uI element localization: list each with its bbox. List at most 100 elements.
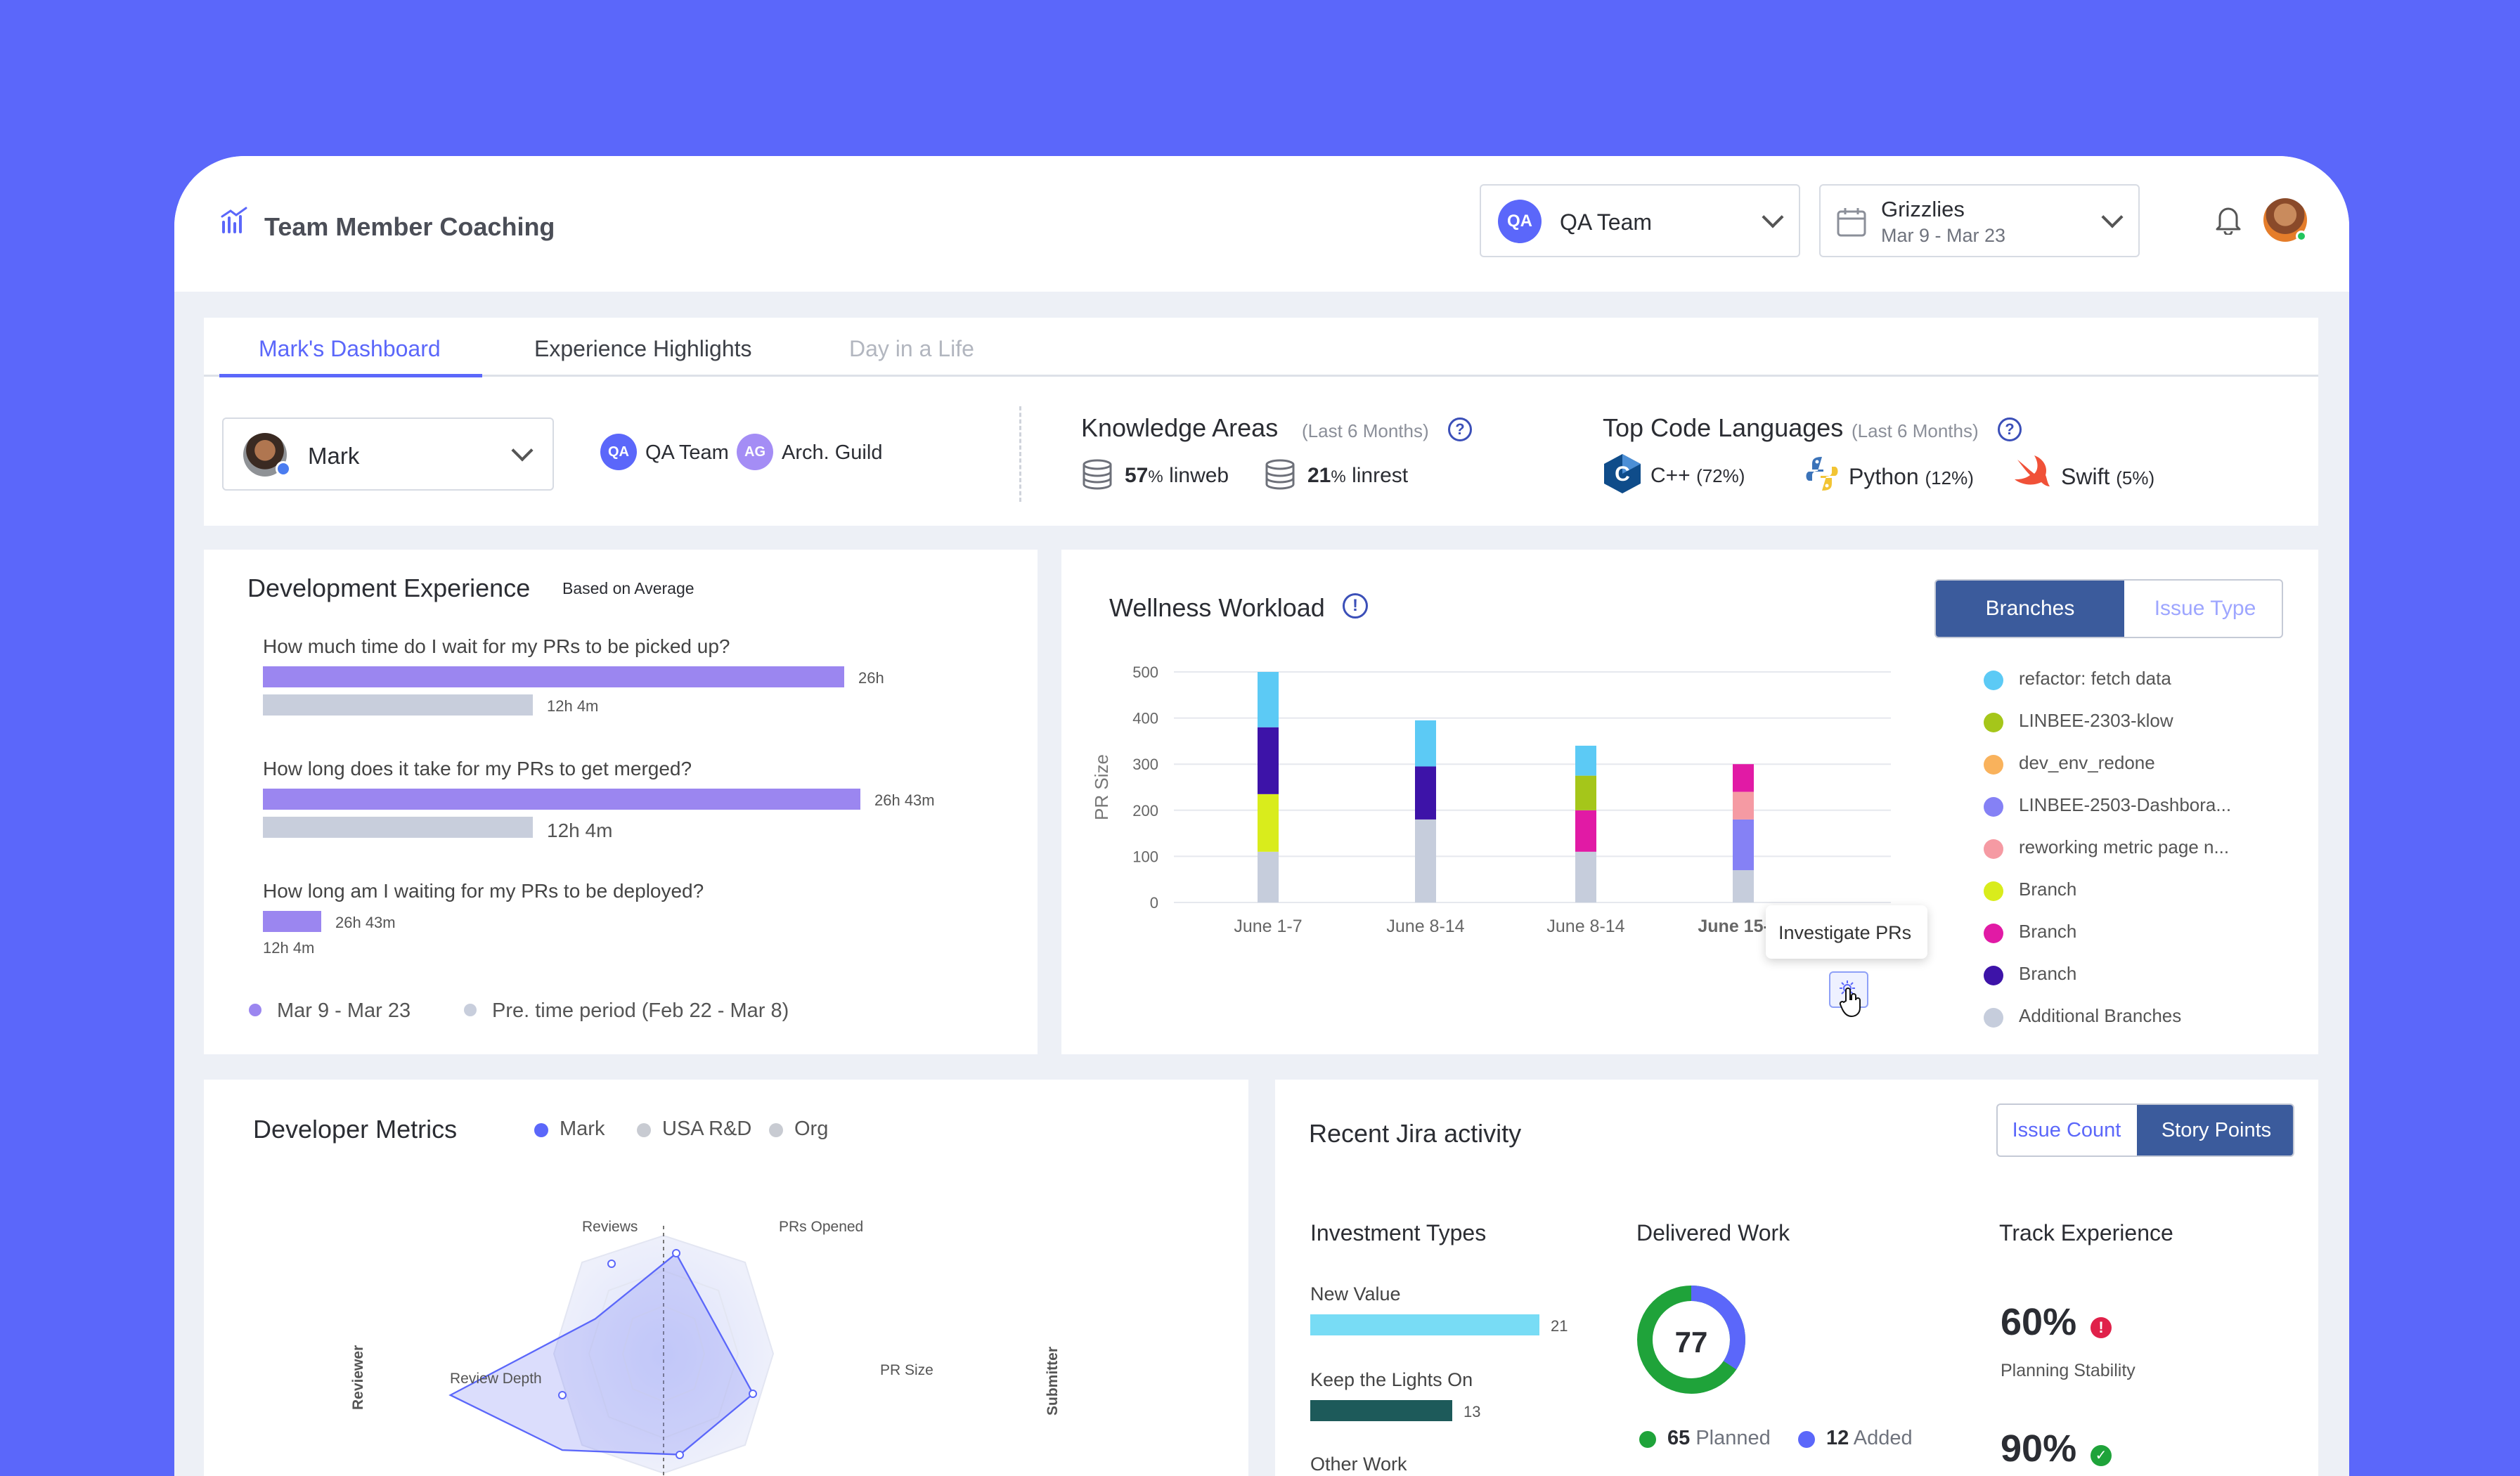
tab-day-in-a-life[interactable]: Day in a Life [849, 336, 974, 361]
info-icon[interactable]: ! [1343, 593, 1368, 619]
legend-item[interactable]: Branch [2019, 921, 2077, 942]
legend-usa-rd: USA R&D [662, 1118, 752, 1140]
legend-swatch [1984, 839, 2003, 859]
track-value-1: 60% [2001, 1301, 2077, 1343]
legend-current: Mar 9 - Mar 23 [277, 999, 411, 1022]
team-badge-ag: AG [737, 434, 773, 470]
bar-segment[interactable] [1258, 851, 1279, 902]
y-tick-label: 100 [1132, 848, 1158, 865]
bar-previous [263, 817, 533, 838]
bar-segment[interactable] [1733, 764, 1754, 792]
sprint-name: Grizzlies [1881, 197, 1965, 221]
bar-segment[interactable] [1415, 720, 1436, 767]
tab-active-indicator [219, 374, 482, 377]
legend-item[interactable]: Additional Branches [2019, 1005, 2182, 1026]
profile-card: Mark's Dashboard Experience Highlights D… [204, 318, 2318, 526]
investment-value: 13 [1463, 1403, 1481, 1420]
bar-segment[interactable] [1575, 851, 1596, 902]
delivered-donut [1637, 1286, 1745, 1394]
legend-item[interactable]: Branch [2019, 879, 2077, 900]
radar-chart [448, 1226, 775, 1476]
radar-axis-review-depth: Review Depth [450, 1371, 542, 1387]
sprint-select[interactable]: Grizzlies Mar 9 - Mar 23 [1819, 184, 2140, 257]
y-tick-label: 400 [1132, 710, 1158, 727]
branches-button[interactable]: Branches [1936, 581, 2124, 637]
bar-segment[interactable] [1575, 810, 1596, 852]
dev-metrics-title: Developer Metrics [253, 1115, 458, 1144]
legend-item[interactable]: dev_env_redone [2019, 752, 2155, 773]
tab-marks-dashboard[interactable]: Mark's Dashboard [259, 336, 441, 361]
planned-dot [1639, 1431, 1656, 1448]
legend-previous: Pre. time period (Feb 22 - Mar 8) [492, 999, 789, 1022]
legend-dot-previous [464, 1004, 477, 1016]
question-text: How long does it take for my PRs to get … [263, 758, 692, 779]
team-select[interactable]: QA QA Team [1480, 184, 1800, 257]
wellness-title: Wellness Workload [1109, 593, 1325, 622]
legend-item[interactable]: LINBEE-2303-klow [2019, 710, 2173, 731]
team-label-ag: Arch. Guild [782, 441, 883, 464]
dev-experience-subtitle: Based on Average [562, 579, 694, 597]
y-tick-label: 300 [1132, 756, 1158, 773]
bar-segment[interactable] [1258, 727, 1279, 794]
legend-swatch [1984, 713, 2003, 732]
x-tick-label: June 8-14 [1386, 917, 1464, 936]
bar-current-label: 26h 43m [335, 914, 396, 931]
investment-title: Investment Types [1310, 1220, 1487, 1245]
question-text: How much time do I wait for my PRs to be… [263, 635, 730, 657]
legend-item[interactable]: LINBEE-2503-Dashbora... [2019, 794, 2232, 815]
legend-mark: Mark [560, 1118, 605, 1140]
bar-segment[interactable] [1258, 794, 1279, 852]
member-name: Mark [308, 443, 360, 469]
legend-swatch [1984, 881, 2003, 901]
story-points-button[interactable]: Story Points [2137, 1105, 2293, 1155]
y-tick-label: 0 [1150, 894, 1158, 912]
legend-swatch [1984, 966, 2003, 985]
issue-count-button[interactable]: Issue Count [2012, 1119, 2121, 1141]
radar-axis-pr-size: PR Size [880, 1362, 933, 1378]
bar-current [263, 666, 844, 687]
tab-experience-highlights[interactable]: Experience Highlights [534, 336, 752, 361]
bell-icon[interactable] [2214, 204, 2242, 235]
team-badge-qa: QA [600, 434, 637, 470]
legend-item[interactable]: reworking metric page n... [2019, 836, 2230, 857]
dev-metrics-card: Developer Metrics Mark USA R&D Org Revie… [204, 1080, 1248, 1476]
bar-segment[interactable] [1415, 766, 1436, 820]
help-icon[interactable]: ? [1448, 417, 1472, 441]
app-title: Team Member Coaching [264, 212, 555, 241]
knowledge-title: Knowledge Areas [1081, 413, 1279, 442]
issue-type-button[interactable]: Issue Type [2154, 597, 2256, 620]
help-icon[interactable]: ? [1998, 417, 2022, 441]
legend-item[interactable]: refactor: fetch data [2019, 668, 2171, 689]
investment-label: Other Work [1310, 1454, 1407, 1475]
legend-dot-usa-rd [637, 1123, 651, 1137]
legend-item[interactable]: Branch [2019, 963, 2077, 984]
bar-previous-label: 12h 4m [547, 820, 613, 841]
bar-segment[interactable] [1415, 819, 1436, 902]
bar-segment[interactable] [1258, 672, 1279, 727]
member-select[interactable]: Mark [222, 417, 554, 491]
check-icon: ✓ [2091, 1445, 2112, 1466]
investment-value: 21 [1551, 1317, 1568, 1335]
bar-segment[interactable] [1733, 819, 1754, 871]
x-tick-label: June 1-7 [1234, 917, 1302, 936]
team-badge: QA [1498, 200, 1542, 243]
legend-dot-org [769, 1123, 783, 1137]
chevron-down-icon [2101, 206, 2124, 228]
bar-segment[interactable] [1733, 791, 1754, 820]
dev-experience-card: Development Experience Based on Average … [204, 550, 1038, 1054]
track-title: Track Experience [1999, 1220, 2173, 1245]
legend-swatch [1984, 797, 2003, 817]
legend-swatch [1984, 755, 2003, 775]
bar-segment[interactable] [1733, 870, 1754, 902]
knowledge-period: (Last 6 Months) [1302, 420, 1429, 441]
languages-period: (Last 6 Months) [1852, 420, 1979, 441]
cpp-logo-icon: C [1604, 454, 1641, 493]
verified-badge-icon [276, 461, 291, 477]
legend-dot-mark [534, 1123, 548, 1137]
y-tick-label: 200 [1132, 802, 1158, 820]
bar-segment[interactable] [1575, 775, 1596, 810]
user-avatar[interactable] [2263, 198, 2307, 242]
added-dot [1798, 1431, 1815, 1448]
bar-segment[interactable] [1575, 745, 1596, 776]
investment-label: New Value [1310, 1283, 1401, 1305]
